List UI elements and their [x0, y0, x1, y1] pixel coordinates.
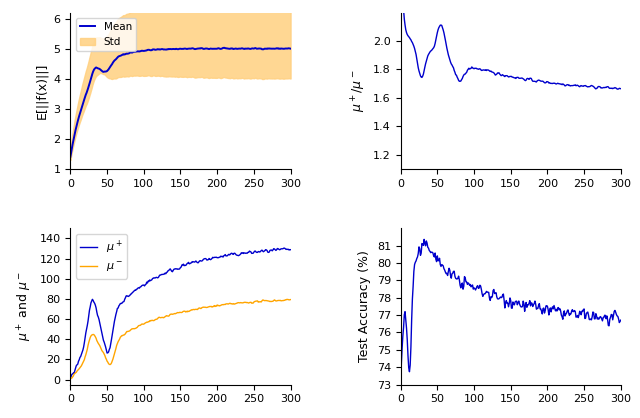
- $\mu^+$: [240, 251, 248, 256]
- Mean: [287, 46, 294, 51]
- $\mu^+$: [156, 273, 163, 278]
- Line: $\mu^+$: $\mu^+$: [70, 248, 291, 378]
- $\mu^-$: [271, 298, 278, 303]
- $\mu^+$: [163, 270, 170, 275]
- $\mu^-$: [163, 313, 170, 318]
- $\mu^+$: [252, 250, 260, 255]
- Y-axis label: $\mu^+$ and $\mu^-$: $\mu^+$ and $\mu^-$: [16, 271, 34, 342]
- $\mu^-$: [240, 300, 248, 305]
- $\mu^-$: [283, 297, 291, 302]
- Mean: [241, 46, 248, 51]
- $\mu^-$: [67, 377, 74, 382]
- Mean: [163, 47, 170, 52]
- Mean: [217, 46, 225, 51]
- $\mu^-$: [217, 303, 225, 308]
- $\mu^+$: [271, 246, 278, 251]
- Mean: [271, 46, 279, 51]
- Legend: Mean, Std: Mean, Std: [76, 18, 136, 51]
- Y-axis label: Test Accuracy (%): Test Accuracy (%): [358, 250, 371, 362]
- Line: Mean: Mean: [70, 48, 291, 157]
- Mean: [221, 45, 228, 50]
- $\mu^+$: [217, 254, 225, 259]
- Legend: $\mu^+$, $\mu^-$: $\mu^+$, $\mu^-$: [76, 234, 127, 279]
- $\mu^-$: [287, 297, 294, 302]
- Mean: [156, 47, 163, 52]
- Line: $\mu^-$: $\mu^-$: [70, 299, 291, 379]
- Mean: [253, 46, 260, 51]
- $\mu^-$: [156, 315, 163, 320]
- Y-axis label: E[||f(x)||]: E[||f(x)||]: [35, 63, 48, 119]
- Mean: [67, 154, 74, 159]
- $\mu^+$: [280, 245, 288, 250]
- $\mu^+$: [67, 376, 74, 381]
- Y-axis label: $\mu^+/\mu^-$: $\mu^+/\mu^-$: [349, 69, 367, 112]
- $\mu^-$: [252, 298, 260, 303]
- $\mu^+$: [287, 247, 294, 252]
